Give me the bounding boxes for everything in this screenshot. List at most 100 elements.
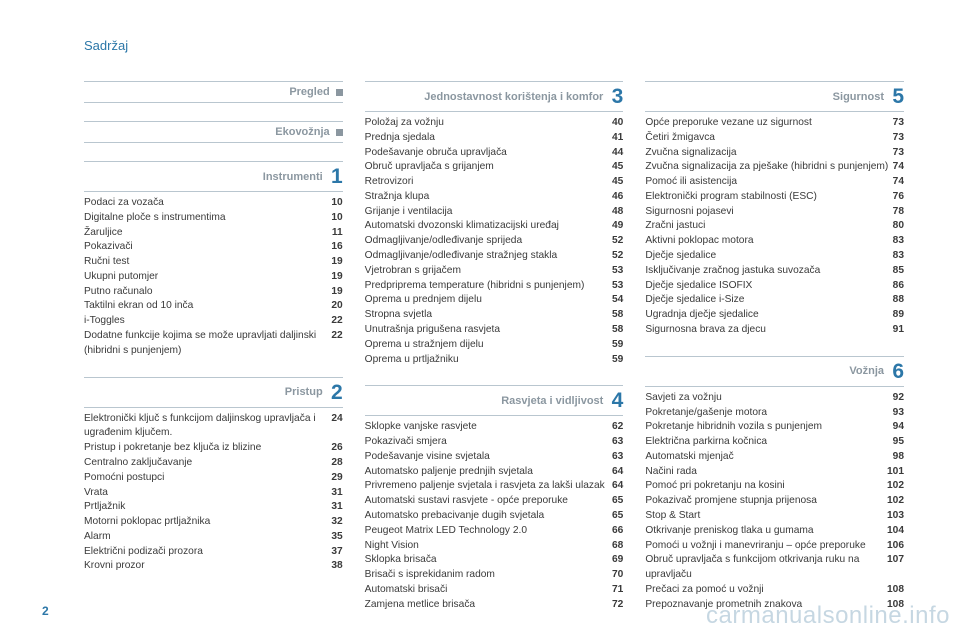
toc-entry: Stropna svjetla58: [365, 308, 624, 323]
toc-entry-page: 101: [887, 465, 904, 480]
toc-entry: Elektronički program stabilnosti (ESC)76: [645, 190, 904, 205]
toc-entry: Zvučna signalizacija73: [645, 146, 904, 161]
toc-entry-label: Automatsko paljenje prednjih svjetala: [365, 465, 612, 480]
toc-entry: Motorni poklopac prtljažnika32: [84, 515, 343, 530]
section-header: Pristup2: [84, 377, 343, 408]
toc-entry-page: 20: [331, 299, 342, 314]
toc-entry-page: 107: [887, 553, 904, 583]
toc-entry-page: 46: [612, 190, 623, 205]
toc-entry: Taktilni ekran od 10 inča20: [84, 299, 343, 314]
toc-entry: Pomoć ili asistencija74: [645, 175, 904, 190]
toc-entry: Pokazivači16: [84, 240, 343, 255]
toc-entry-page: 104: [887, 524, 904, 539]
toc-entry-page: 108: [887, 583, 904, 598]
toc-entry: Zvučna signalizacija za pješake (hibridn…: [645, 160, 904, 175]
toc-entry: Pokretanje/gašenje motora93: [645, 406, 904, 421]
toc-entry: Retrovizori45: [365, 175, 624, 190]
toc-entry-page: 73: [893, 116, 904, 131]
toc-entry: Night Vision68: [365, 539, 624, 554]
toc-entry-page: 49: [612, 219, 623, 234]
toc-entry-label: Sigurnosna brava za djecu: [645, 323, 892, 338]
toc-entry-label: Privremeno paljenje svjetala i rasvjeta …: [365, 479, 612, 494]
toc-entry-page: 63: [612, 450, 623, 465]
toc-entry-page: 59: [612, 338, 623, 353]
toc-entry-page: 28: [331, 456, 342, 471]
toc-entry-page: 53: [612, 279, 623, 294]
toc-entry: Pokazivač promjene stupnja prijenosa102: [645, 494, 904, 509]
toc-entry-page: 62: [612, 420, 623, 435]
toc-entry: Zamjena metlice brisača72: [365, 598, 624, 613]
toc-entry-page: 58: [612, 323, 623, 338]
toc-entry-page: 95: [893, 435, 904, 450]
toc-entry-page: 108: [887, 598, 904, 613]
toc-entry-label: Podaci za vozača: [84, 196, 331, 211]
toc-entry: Ugradnja dječje sjedalice89: [645, 308, 904, 323]
toc-entry: Položaj za vožnju40: [365, 116, 624, 131]
toc-entry-page: 19: [331, 255, 342, 270]
toc-entry-page: 16: [331, 240, 342, 255]
toc-entry-page: 45: [612, 160, 623, 175]
toc-entry: Brisači s isprekidanim radom70: [365, 568, 624, 583]
toc-entry-page: 59: [612, 353, 623, 368]
toc-entry-label: Putno računalo: [84, 285, 331, 300]
toc-entry-page: 72: [612, 598, 623, 613]
page-title: Sadržaj: [84, 38, 904, 53]
section-number: 4: [609, 390, 623, 411]
section-header: Sigurnost5: [645, 81, 904, 112]
toc-entry: Automatski dvozonski klimatizacijski ure…: [365, 219, 624, 234]
toc-section: Ekovožnja: [84, 121, 343, 143]
toc-entry-label: Odmagljivanje/odleđivanje stražnjeg stak…: [365, 249, 612, 264]
toc-entry-page: 38: [331, 559, 342, 574]
toc-entry-page: 85: [893, 264, 904, 279]
toc-section: Sigurnost5Opće preporuke vezane uz sigur…: [645, 81, 904, 338]
toc-entry-label: Pomoći u vožnji i manevriranju – opće pr…: [645, 539, 887, 554]
toc-entry-page: 63: [612, 435, 623, 450]
toc-entry-label: Automatski dvozonski klimatizacijski ure…: [365, 219, 612, 234]
toc-entry-label: Oprema u prtljažniku: [365, 353, 612, 368]
toc-entry: Elektronički ključ s funkcijom daljinsko…: [84, 412, 343, 442]
toc-section: Rasvjeta i vidljivost4Sklopke vanjske ra…: [365, 385, 624, 612]
section-number: 2: [329, 382, 343, 403]
toc-entry-label: Prepoznavanje prometnih znakova: [645, 598, 887, 613]
toc-entry-label: Električni podizači prozora: [84, 545, 331, 560]
toc-entry-label: Zračni jastuci: [645, 219, 892, 234]
section-header: Vožnja6: [645, 356, 904, 387]
toc-entry-label: Odmagljivanje/odleđivanje sprijeda: [365, 234, 612, 249]
toc-entry: Pokretanje hibridnih vozila s punjenjem9…: [645, 420, 904, 435]
toc-entry: Digitalne ploče s instrumentima10: [84, 211, 343, 226]
toc-entry-page: 73: [893, 131, 904, 146]
toc-entry-label: Oprema u prednjem dijelu: [365, 293, 612, 308]
toc-entry-label: Aktivni poklopac motora: [645, 234, 892, 249]
toc-entry: Dječje sjedalice83: [645, 249, 904, 264]
toc-entry-page: 102: [887, 479, 904, 494]
toc-entry-page: 68: [612, 539, 623, 554]
toc-column: Sigurnost5Opće preporuke vezane uz sigur…: [645, 81, 904, 630]
toc-entry: Podešavanje visine svjetala63: [365, 450, 624, 465]
toc-entry-page: 31: [331, 486, 342, 501]
toc-entry-label: Ukupni putomjer: [84, 270, 331, 285]
section-title: Jednostavnost korištenja i komfor: [424, 91, 603, 103]
toc-entry-label: Unutrašnja prigušena rasvjeta: [365, 323, 612, 338]
toc-entry-label: Elektronički program stabilnosti (ESC): [645, 190, 892, 205]
toc-entry: Sklopke vanjske rasvjete62: [365, 420, 624, 435]
toc-entry-label: Dodatne funkcije kojima se može upravlja…: [84, 329, 331, 359]
section-title: Ekovožnja: [275, 126, 329, 138]
toc-entry-page: 37: [331, 545, 342, 560]
toc-entry: Pomoć pri pokretanju na kosini102: [645, 479, 904, 494]
toc-entry-page: 70: [612, 568, 623, 583]
toc-entry: Odmagljivanje/odleđivanje stražnjeg stak…: [365, 249, 624, 264]
toc-entry-page: 58: [612, 308, 623, 323]
toc-entry: Prednja sjedala41: [365, 131, 624, 146]
toc-entry: Vrata31: [84, 486, 343, 501]
toc-entry-page: 48: [612, 205, 623, 220]
section-header: Pregled: [84, 81, 343, 103]
toc-entry: Pomoćni postupci29: [84, 471, 343, 486]
toc-entry-label: Elektronički ključ s funkcijom daljinsko…: [84, 412, 331, 442]
toc-entry-page: 103: [887, 509, 904, 524]
toc-entry-label: Pokazivači smjera: [365, 435, 612, 450]
toc-entry: Obruč upravljača s funkcijom otkrivanja …: [645, 553, 904, 583]
toc-entry-page: 24: [331, 412, 342, 442]
toc-entry-label: Pokazivač promjene stupnja prijenosa: [645, 494, 887, 509]
section-title: Vožnja: [849, 365, 884, 377]
toc-entry-label: Stop & Start: [645, 509, 887, 524]
